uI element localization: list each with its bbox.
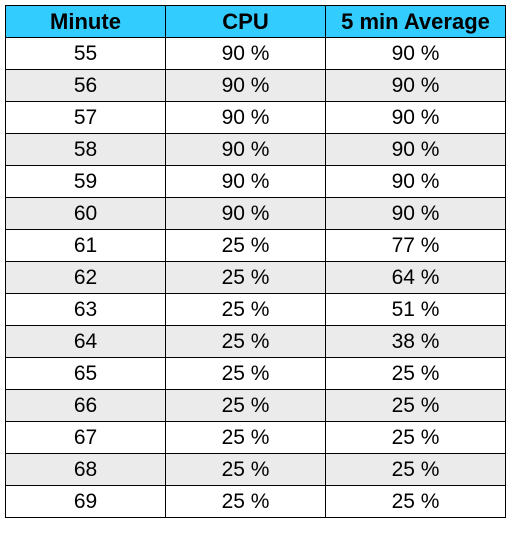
average-cell: 90 % <box>325 165 506 198</box>
table-row: 63 25 % 51 % <box>5 293 506 326</box>
minute-cell: 60 <box>5 197 166 230</box>
cpu-cell: 90 % <box>165 37 326 70</box>
table-body: 55 90 % 90 % 56 90 % 90 % 57 90 % 90 % 58 90 % 90 %… <box>5 37 506 518</box>
column-header-cpu: CPU <box>165 5 326 38</box>
table-row: 56 90 % 90 % <box>5 69 506 102</box>
minute-cell: 68 <box>5 453 166 486</box>
table-row: 59 90 % 90 % <box>5 165 506 198</box>
cpu-cell: 90 % <box>165 165 326 198</box>
cpu-cell: 25 % <box>165 453 326 486</box>
cpu-cell: 25 % <box>165 485 326 518</box>
minute-cell: 63 <box>5 293 166 326</box>
cpu-cell: 25 % <box>165 357 326 390</box>
average-cell: 25 % <box>325 453 506 486</box>
cpu-average-table: Minute CPU 5 min Average 55 90 % 90 % 56 90 … <box>5 5 506 518</box>
table-row: 60 90 % 90 % <box>5 197 506 230</box>
average-cell: 51 % <box>325 293 506 326</box>
minute-cell: 66 <box>5 389 166 422</box>
cpu-cell: 90 % <box>165 133 326 166</box>
cpu-cell: 25 % <box>165 293 326 326</box>
cpu-cell: 25 % <box>165 421 326 454</box>
average-cell: 38 % <box>325 325 506 358</box>
cpu-cell: 25 % <box>165 389 326 422</box>
cpu-cell: 90 % <box>165 101 326 134</box>
average-cell: 90 % <box>325 197 506 230</box>
average-cell: 25 % <box>325 421 506 454</box>
average-cell: 90 % <box>325 133 506 166</box>
minute-cell: 59 <box>5 165 166 198</box>
table-row: 61 25 % 77 % <box>5 229 506 262</box>
average-cell: 90 % <box>325 101 506 134</box>
table-row: 55 90 % 90 % <box>5 37 506 70</box>
cpu-cell: 25 % <box>165 261 326 294</box>
average-cell: 64 % <box>325 261 506 294</box>
table-row: 57 90 % 90 % <box>5 101 506 134</box>
average-cell: 77 % <box>325 229 506 262</box>
cpu-cell: 25 % <box>165 325 326 358</box>
table-row: 69 25 % 25 % <box>5 485 506 518</box>
table-row: 65 25 % 25 % <box>5 357 506 390</box>
minute-cell: 69 <box>5 485 166 518</box>
column-header-minute: Minute <box>5 5 166 38</box>
minute-cell: 57 <box>5 101 166 134</box>
minute-cell: 64 <box>5 325 166 358</box>
minute-cell: 67 <box>5 421 166 454</box>
cpu-cell: 90 % <box>165 197 326 230</box>
minute-cell: 58 <box>5 133 166 166</box>
average-cell: 90 % <box>325 37 506 70</box>
cpu-cell: 25 % <box>165 229 326 262</box>
average-cell: 25 % <box>325 357 506 390</box>
cpu-cell: 90 % <box>165 69 326 102</box>
table-container: Minute CPU 5 min Average 55 90 % 90 % 56 90 … <box>5 5 506 518</box>
table-row: 66 25 % 25 % <box>5 389 506 422</box>
table-row: 58 90 % 90 % <box>5 133 506 166</box>
table-row: 64 25 % 38 % <box>5 325 506 358</box>
minute-cell: 55 <box>5 37 166 70</box>
minute-cell: 62 <box>5 261 166 294</box>
column-header-5-min-average: 5 min Average <box>325 5 506 38</box>
table-row: 62 25 % 64 % <box>5 261 506 294</box>
minute-cell: 56 <box>5 69 166 102</box>
header-row: Minute CPU 5 min Average <box>5 5 506 38</box>
table-row: 67 25 % 25 % <box>5 421 506 454</box>
average-cell: 25 % <box>325 485 506 518</box>
minute-cell: 61 <box>5 229 166 262</box>
average-cell: 25 % <box>325 389 506 422</box>
average-cell: 90 % <box>325 69 506 102</box>
minute-cell: 65 <box>5 357 166 390</box>
table-row: 68 25 % 25 % <box>5 453 506 486</box>
